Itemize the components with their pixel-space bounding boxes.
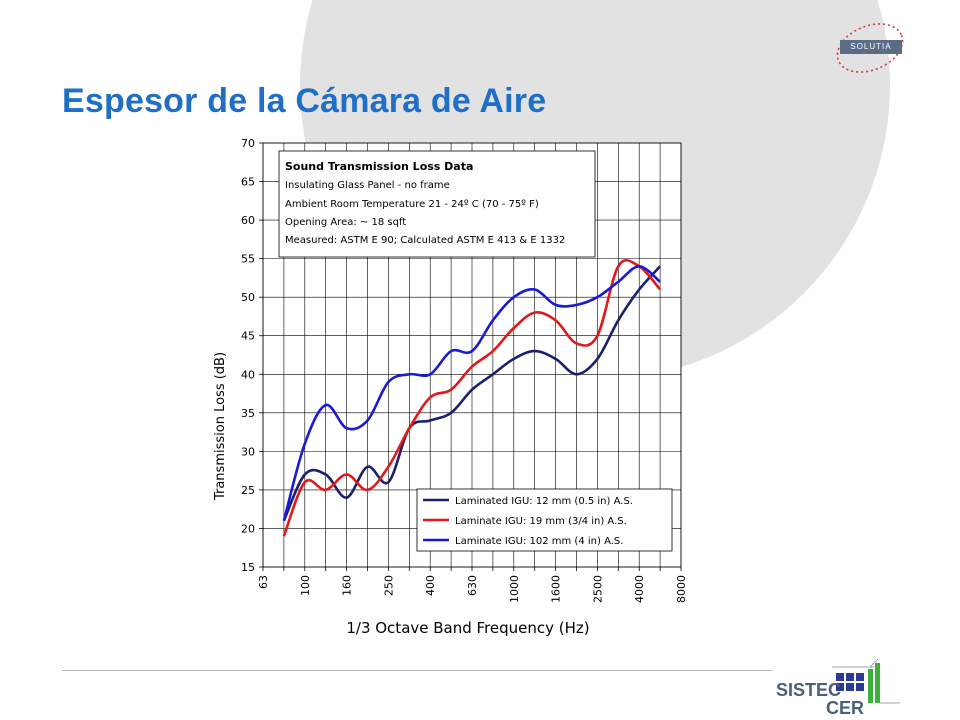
- x-tick-label: 4000: [633, 575, 646, 603]
- y-axis-label: Transmission Loss (dB): [213, 352, 228, 501]
- info-box-title: Sound Transmission Loss Data: [285, 160, 473, 173]
- y-tick-label: 65: [241, 176, 255, 189]
- y-tick-label: 50: [241, 291, 255, 304]
- footer-divider: [62, 670, 772, 671]
- legend-label: Laminated IGU: 12 mm (0.5 in) A.S.: [455, 496, 633, 507]
- legend-frame: [416, 488, 673, 552]
- x-axis-label: 1/3 Octave Band Frequency (Hz): [346, 619, 589, 637]
- series-line: [282, 265, 661, 522]
- x-tick-label: 250: [382, 575, 395, 596]
- solutia-logo-icon: [836, 23, 904, 73]
- sistec-logo-text: SISTEC: [776, 680, 842, 700]
- info-box: Sound Transmission Loss Data Insulating …: [278, 150, 596, 258]
- y-tick-label: 30: [241, 445, 255, 458]
- x-tick-label: 1600: [550, 575, 563, 603]
- sistec-logo-icon: [832, 658, 900, 704]
- x-tick-label: 400: [424, 575, 437, 596]
- legend-label: Laminate IGU: 102 mm (4 in) A.S.: [455, 536, 623, 547]
- x-tick-label: 2500: [591, 575, 604, 603]
- y-tick-label: 15: [241, 561, 255, 574]
- cer-logo-text: CER: [826, 698, 865, 718]
- x-tick-label: 8000: [675, 575, 688, 603]
- x-tick-label: 63: [257, 575, 270, 589]
- info-box-line: Measured: ASTM E 90; Calculated ASTM E 4…: [285, 235, 565, 246]
- y-tick-label: 40: [241, 368, 255, 381]
- chart-container: 15 20 25 30 35 40 45 50 55 60 65 70 63 100 160 250 400 63…: [205, 130, 695, 640]
- y-tick-label: 20: [241, 522, 255, 535]
- x-tick-label: 630: [466, 575, 479, 596]
- chart-axes: 15 20 25 30 35 40 45 50 55 60 65 70 63 100 160 250 400 63…: [241, 137, 688, 603]
- y-tick-label: 55: [241, 253, 255, 266]
- series-line: [282, 265, 662, 522]
- info-box-line: Opening Area: ~ 18 sqft: [285, 217, 406, 228]
- y-tick-label: 60: [241, 214, 255, 227]
- slide-title: Espesor de la Cámara de Aire: [62, 82, 547, 120]
- info-box-line: Ambient Room Temperature 21 - 24º C (70 …: [285, 199, 539, 210]
- legend-label: Laminate IGU: 19 mm (3/4 in) A.S.: [455, 516, 627, 527]
- info-box-line: Insulating Glass Panel - no frame: [285, 180, 450, 191]
- info-box-frame: [278, 150, 596, 258]
- y-tick-label: 45: [241, 330, 255, 343]
- y-tick-label: 35: [241, 407, 255, 420]
- chart-legend: Laminated IGU: 12 mm (0.5 in) A.S. Lamin…: [416, 488, 673, 552]
- series-line: [282, 258, 662, 537]
- y-tick-label: 25: [241, 484, 255, 497]
- chart-series-layer: [282, 258, 662, 537]
- y-tick-label: 70: [241, 137, 255, 150]
- solutia-logo-text: SOLUTIA: [840, 40, 902, 54]
- x-tick-label: 1000: [508, 575, 521, 603]
- chart: 15 20 25 30 35 40 45 50 55 60 65 70 63 100 160 250 400 63…: [213, 137, 688, 637]
- x-tick-label: 160: [341, 575, 354, 596]
- x-tick-label: 100: [299, 575, 312, 596]
